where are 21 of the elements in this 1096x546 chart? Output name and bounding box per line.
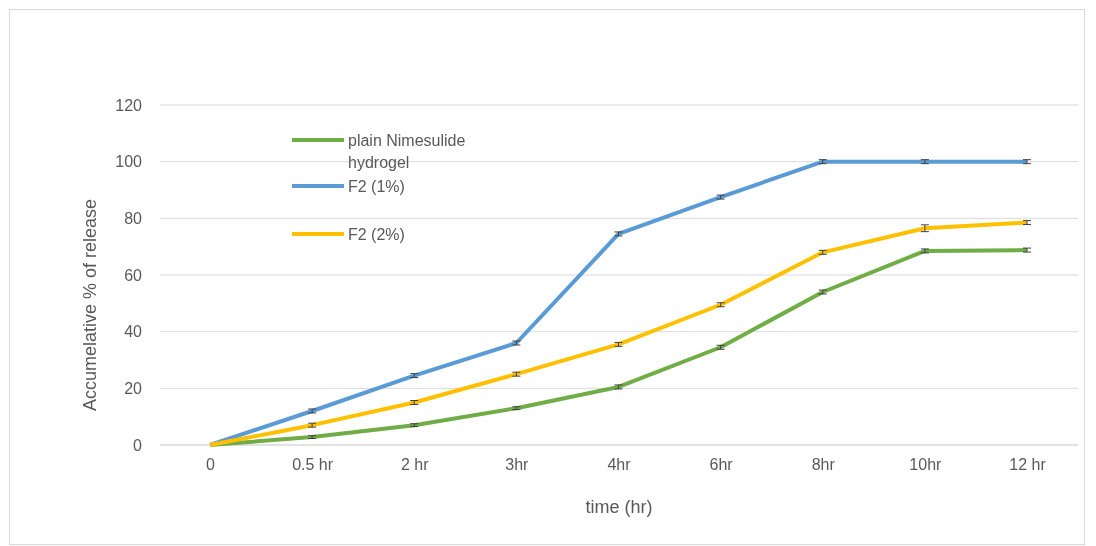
- y-tick-label: 20: [124, 379, 143, 397]
- y-axis-title: Accumelative % of release: [80, 198, 100, 412]
- y-tick-label: 100: [115, 153, 143, 171]
- y-tick-label: 60: [124, 266, 143, 284]
- y-tick-label: 40: [124, 323, 143, 341]
- x-tick-label: 3hr: [505, 456, 530, 474]
- x-tick-label: 8hr: [811, 456, 836, 474]
- x-tick-label: 6hr: [709, 456, 734, 474]
- x-tick-label: 0: [206, 456, 216, 474]
- x-tick-label: 0.5 hr: [292, 456, 334, 474]
- y-tick-label: 0: [133, 436, 143, 454]
- x-tick-label: 4hr: [607, 456, 632, 474]
- legend-label: F2 (1%): [348, 178, 405, 195]
- y-tick-label: 80: [124, 209, 143, 227]
- legend-label: plain Nimesulide hydrogel: [348, 132, 466, 171]
- legend-label: F2 (2%): [348, 226, 405, 243]
- x-tick-label: 10hr: [909, 456, 943, 474]
- y-tick-label: 120: [115, 96, 143, 114]
- x-tick-label: 12 hr: [1009, 456, 1047, 474]
- x-tick-label: 2 hr: [400, 456, 430, 474]
- x-axis-title: time (hr): [585, 497, 653, 517]
